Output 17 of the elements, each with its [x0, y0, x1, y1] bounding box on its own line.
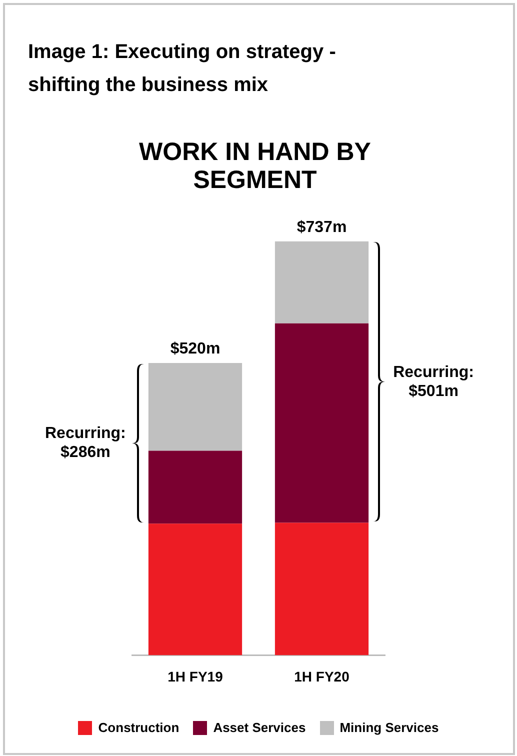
bar [274, 323, 369, 523]
x-tick-label: 1H FY20 [294, 668, 350, 684]
legend-label: Mining Services [340, 720, 439, 735]
text: Recurring: $286m [44, 424, 127, 462]
x-tick-label: 1H FY19 [168, 668, 224, 684]
legend-label: Construction [98, 720, 180, 735]
bar [148, 524, 242, 656]
chart-subtitle: WORK IN HAND BY SEGMENT [138, 138, 372, 194]
bar [274, 241, 369, 324]
bar [148, 450, 242, 524]
chart-title: Image 1: Executing on strategy - shifting the business mix [28, 40, 337, 98]
bar [274, 522, 369, 656]
legend-label: Asset Services [213, 720, 306, 735]
annotation: $737m [296, 218, 347, 236]
text: Recurring: $501m [392, 363, 475, 402]
bar [148, 363, 242, 451]
annotation: $520m [170, 340, 220, 358]
